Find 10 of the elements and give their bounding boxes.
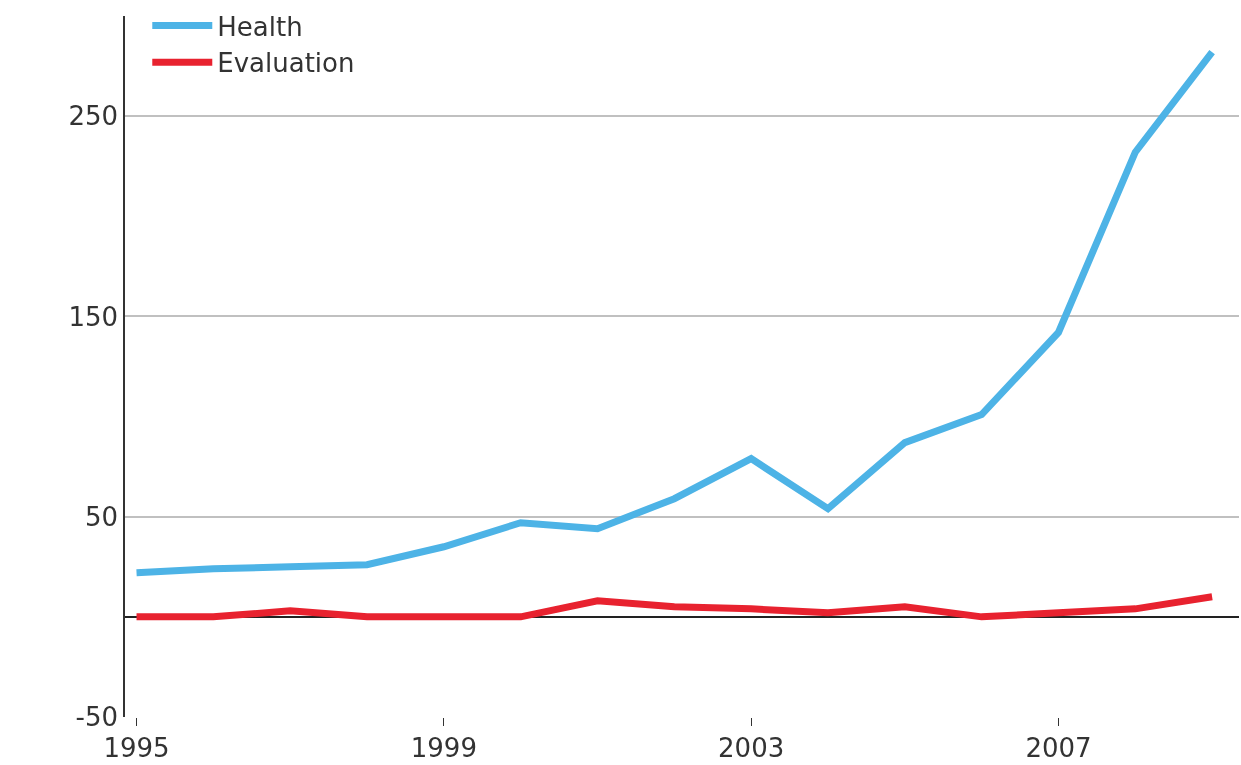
- y-tick-label: 150: [68, 301, 119, 332]
- x-tick-label: 2007: [1025, 733, 1092, 764]
- y-tick-label: -50: [75, 702, 119, 733]
- y-tick-label: 50: [84, 501, 119, 532]
- y-tick-label: 250: [68, 101, 119, 132]
- x-tick-label: 1995: [103, 733, 170, 764]
- x-tick-label: 2003: [718, 733, 785, 764]
- x-tick-label: 1999: [410, 733, 477, 764]
- legend-label: Health: [217, 11, 303, 42]
- legend-label: Evaluation: [217, 48, 355, 79]
